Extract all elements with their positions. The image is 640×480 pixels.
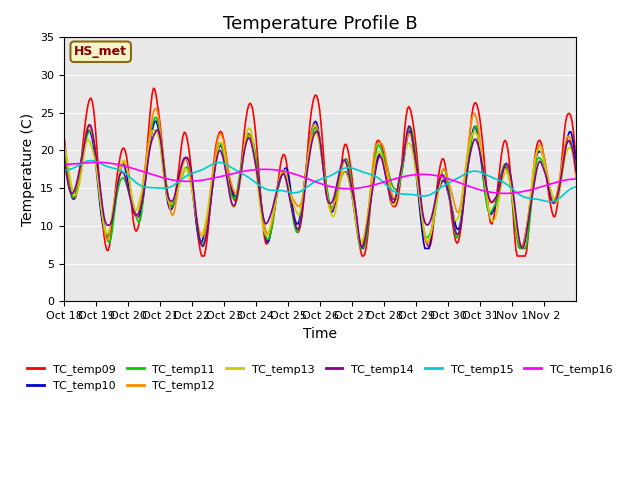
TC_temp09 [572,158,580,164]
TC_temp15 [60,168,68,173]
Line: TC_temp16: TC_temp16 [64,162,576,193]
TC_temp09 [77,157,85,163]
TC_temp10 [93,176,101,182]
Line: TC_temp14: TC_temp14 [64,125,576,248]
TC_temp11 [571,162,579,168]
TC_temp14 [572,169,580,175]
TC_temp10 [325,200,333,205]
TC_temp13 [571,157,579,163]
TC_temp15 [571,184,579,190]
TC_temp09 [150,85,157,91]
TC_temp12 [571,164,579,169]
TC_temp12 [152,106,160,111]
TC_temp09 [504,146,512,152]
TC_temp14 [502,160,510,166]
Line: TC_temp15: TC_temp15 [64,160,576,202]
Line: TC_temp12: TC_temp12 [64,108,576,247]
TC_temp16 [95,159,102,165]
TC_temp12 [572,176,580,181]
TC_temp11 [151,115,159,120]
Y-axis label: Temperature (C): Temperature (C) [20,113,35,226]
TC_temp14 [571,159,579,165]
TC_temp12 [426,233,434,239]
TC_temp11 [516,246,524,252]
TC_temp13 [77,169,85,175]
Text: HS_met: HS_met [74,45,127,58]
TC_temp11 [77,156,85,162]
Line: TC_temp13: TC_temp13 [64,128,576,248]
TC_temp16 [93,159,101,165]
TC_temp15 [502,181,510,187]
TC_temp09 [93,153,101,158]
TC_temp15 [572,184,580,190]
TC_temp14 [86,122,93,128]
TC_temp10 [428,229,435,235]
TC_temp14 [325,200,333,205]
TC_temp16 [504,191,512,196]
TC_temp13 [246,125,253,131]
Legend: TC_temp09, TC_temp10, TC_temp11, TC_temp12, TC_temp13, TC_temp14, TC_temp15, TC_: TC_temp09, TC_temp10, TC_temp11, TC_temp… [23,360,617,396]
TC_temp11 [60,142,68,148]
TC_temp12 [325,202,333,207]
X-axis label: Time: Time [303,326,337,340]
TC_temp13 [426,233,434,239]
TC_temp16 [426,172,434,178]
Line: TC_temp10: TC_temp10 [64,121,576,249]
TC_temp12 [60,141,68,146]
TC_temp14 [426,218,434,224]
TC_temp09 [60,132,68,138]
TC_temp15 [426,192,434,197]
TC_temp12 [93,162,101,168]
TC_temp14 [95,172,102,178]
TC_temp13 [572,166,580,172]
TC_temp11 [325,197,333,203]
TC_temp10 [504,169,512,175]
TC_temp16 [501,191,509,196]
TC_temp15 [545,199,553,204]
TC_temp10 [77,160,85,166]
TC_temp16 [325,183,333,189]
TC_temp12 [502,167,510,172]
TC_temp12 [517,244,525,250]
TC_temp09 [428,237,435,242]
TC_temp15 [87,157,95,163]
TC_temp16 [60,161,68,167]
TC_temp14 [60,157,68,163]
TC_temp13 [519,245,527,251]
TC_temp13 [502,169,510,175]
TC_temp15 [95,160,102,166]
TC_temp10 [571,151,579,157]
TC_temp14 [77,158,85,164]
TC_temp13 [60,141,68,147]
Line: TC_temp11: TC_temp11 [64,118,576,249]
TC_temp16 [77,160,85,166]
Line: TC_temp09: TC_temp09 [64,88,576,256]
TC_temp16 [571,176,579,182]
Title: Temperature Profile B: Temperature Profile B [223,15,417,33]
TC_temp11 [93,169,101,175]
TC_temp14 [519,245,527,251]
TC_temp09 [198,253,205,259]
TC_temp13 [93,173,101,179]
TC_temp16 [572,176,580,182]
TC_temp10 [358,246,366,252]
TC_temp11 [426,230,434,236]
TC_temp10 [152,118,160,124]
TC_temp09 [571,143,579,148]
TC_temp10 [60,153,68,158]
TC_temp11 [502,163,510,168]
TC_temp09 [326,203,334,208]
TC_temp13 [325,202,333,207]
TC_temp12 [77,159,85,165]
TC_temp15 [77,161,85,167]
TC_temp15 [325,174,333,180]
TC_temp11 [572,172,580,178]
TC_temp10 [572,163,580,168]
